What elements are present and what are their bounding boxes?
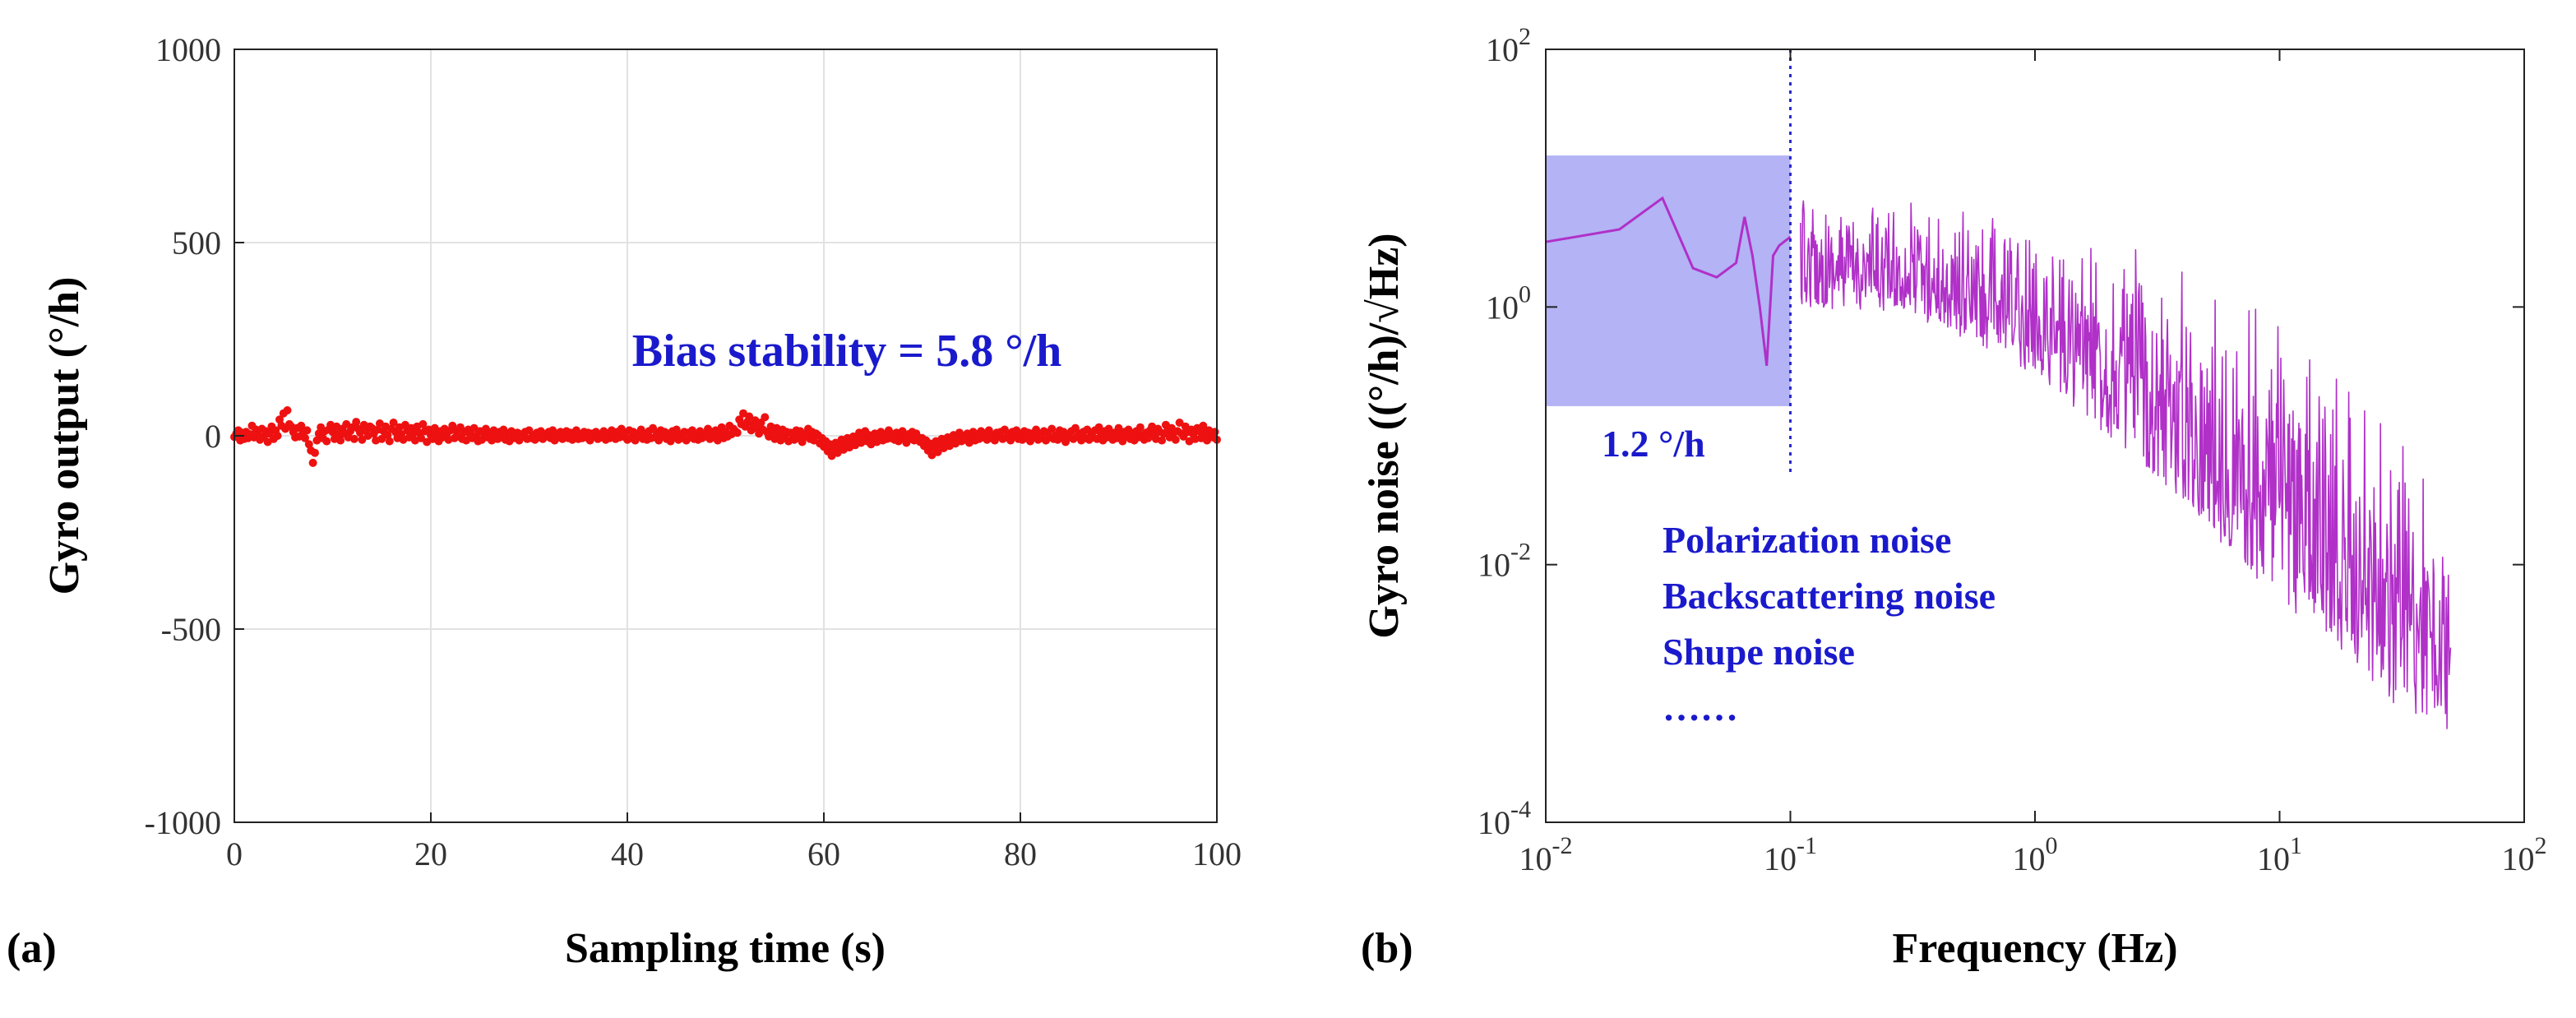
y-tick-label: 10-2 (1478, 539, 1531, 584)
x-tick-label-base: 10 (1519, 840, 1552, 877)
data-point (733, 428, 742, 437)
data-point (308, 458, 317, 467)
x-tick-label: 10-1 (1764, 832, 1817, 877)
data-point (377, 434, 386, 443)
data-point (1199, 421, 1208, 430)
data-point (1135, 423, 1145, 432)
x-tick-label-base: 10 (2502, 840, 2535, 877)
x-tick-label-exponent: 1 (2290, 832, 2302, 859)
y-tick-label: 0 (205, 418, 221, 455)
data-point (419, 419, 428, 428)
data-point (745, 412, 754, 421)
x-axis-label-a: Sampling time (s) (565, 925, 886, 972)
x-ticks-b: 10-2 10-1 100 101 102 (1519, 49, 2547, 877)
data-point (273, 432, 282, 440)
y-tick-label: -1000 (145, 804, 221, 841)
data-point (311, 448, 319, 457)
x-tick-label: 0 (226, 835, 243, 872)
data-point (933, 447, 942, 456)
y-axis-label-a: Gyro output (°/h) (41, 277, 88, 595)
data-points-a (230, 406, 1221, 467)
data-point (1104, 424, 1113, 433)
noise-source-backscattering: Backscattering noise (1663, 575, 1996, 617)
data-point (383, 431, 392, 440)
y-tick-label-base: 10 (1478, 804, 1510, 841)
y-tick-label: -500 (161, 611, 221, 648)
y-tick-label-exponent: -2 (1510, 539, 1531, 566)
data-point (283, 406, 292, 414)
band-label: 1.2 °/h (1602, 423, 1705, 465)
data-point (336, 436, 345, 445)
data-point (1210, 428, 1219, 437)
x-tick-label-base: 10 (2257, 840, 2290, 877)
annotation-bias-stability: Bias stability = 5.8 °/h (632, 326, 1062, 377)
y-tick-label-base: 10 (1478, 547, 1510, 584)
y-tick-label-exponent: 0 (1519, 280, 1531, 308)
data-point (385, 437, 394, 446)
x-tick-label-exponent: 2 (2535, 832, 2547, 859)
y-tick-label: 102 (1486, 23, 1531, 68)
panel-a-gyro-output-chart: 0 20 40 60 80 100 1000 500 0 -500 -1000 Bias stab… (7, 31, 1242, 972)
data-point (1094, 423, 1103, 432)
y-tick-label: 1000 (155, 31, 221, 68)
y-ticks-a: 1000 500 0 -500 -1000 (145, 31, 244, 841)
data-point (417, 433, 425, 442)
y-tick-label-base: 10 (1486, 289, 1519, 326)
low-frequency-highlight-band (1546, 155, 1791, 406)
y-tick-label-base: 10 (1486, 31, 1519, 68)
data-point (304, 440, 313, 449)
noise-source-ellipsis: …… (1663, 687, 1738, 729)
y-tick-label: 10-4 (1478, 796, 1531, 841)
psd-line-low-frequency (1545, 196, 1792, 366)
x-tick-label: 60 (807, 835, 840, 872)
y-axis-label-b: Gyro noise ((°/h)/√Hz) (1361, 233, 1408, 638)
x-tick-label-base: 10 (2013, 840, 2046, 877)
y-tick-label: 100 (1486, 280, 1531, 326)
x-tick-label: 100 (1192, 835, 1242, 872)
x-tick-label: 10-2 (1519, 832, 1573, 877)
data-point (1114, 423, 1123, 433)
data-point (1048, 424, 1057, 433)
data-point (352, 418, 361, 427)
data-point (349, 434, 358, 443)
data-point (301, 433, 309, 442)
noise-sources-list: Polarization noise Backscattering noise … (1663, 519, 1996, 729)
x-tick-label: 102 (2502, 832, 2547, 877)
panel-label-a: (a) (7, 925, 57, 972)
x-tick-label: 80 (1004, 835, 1037, 872)
data-point (275, 415, 284, 424)
data-point (303, 426, 312, 435)
data-point (322, 437, 331, 446)
data-point (358, 435, 367, 444)
y-tick-label-exponent: -4 (1510, 796, 1531, 823)
x-tick-label-exponent: -1 (1797, 832, 1817, 859)
y-tick-label: 500 (172, 224, 221, 261)
x-tick-label-exponent: -2 (1552, 832, 1573, 859)
x-ticks-a: 0 20 40 60 80 100 (226, 812, 1242, 872)
x-tick-label: 100 (2013, 832, 2058, 877)
x-axis-label-b: Frequency (Hz) (1892, 925, 2177, 972)
x-tick-label: 20 (414, 835, 447, 872)
x-tick-label-base: 10 (1764, 840, 1797, 877)
noise-source-polarization: Polarization noise (1663, 519, 1951, 561)
data-point (1158, 436, 1167, 445)
x-tick-label-exponent: 0 (2046, 832, 2058, 859)
data-point (1144, 433, 1153, 442)
x-tick-label: 101 (2257, 832, 2302, 877)
panel-label-b: (b) (1361, 925, 1413, 972)
data-point (389, 419, 398, 427)
x-tick-label: 40 (611, 835, 644, 872)
noise-source-shupe: Shupe noise (1663, 631, 1855, 673)
y-tick-label-exponent: 2 (1519, 23, 1531, 50)
psd-line-high-frequency (1800, 200, 2452, 729)
data-point (1171, 435, 1180, 444)
data-point (1175, 419, 1184, 427)
data-point (761, 413, 770, 422)
